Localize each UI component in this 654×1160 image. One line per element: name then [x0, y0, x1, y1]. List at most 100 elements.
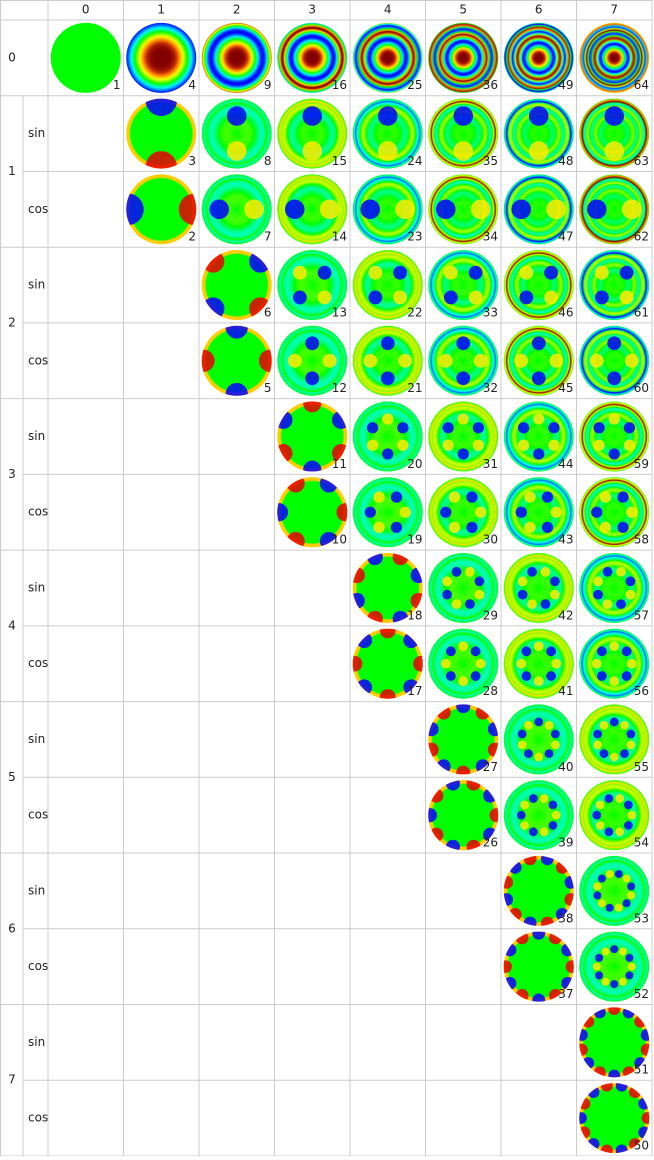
- subrow-label: sin: [28, 126, 45, 140]
- lobe: [521, 671, 532, 681]
- cell-number: 36: [483, 78, 498, 92]
- lobe: [544, 265, 559, 280]
- zernike-disc: [428, 401, 499, 472]
- zernike-disc: [428, 628, 499, 699]
- zernike-disc: [579, 628, 650, 699]
- zernike-lobes: [591, 491, 638, 534]
- zernike-disc: [503, 628, 574, 699]
- lobe: [393, 290, 408, 305]
- cell-number: 9: [264, 78, 272, 92]
- zernike-cell: [503, 628, 574, 699]
- zernike-cell: [352, 174, 423, 245]
- zernike-disc: [503, 98, 574, 169]
- lobe: [470, 671, 481, 681]
- zernike-lobes: [287, 336, 337, 386]
- zernike-disc: [201, 22, 272, 93]
- lobe: [436, 705, 451, 720]
- lobe: [609, 717, 619, 727]
- zernike-disc: [428, 704, 499, 775]
- subrow-label: sin: [28, 732, 45, 746]
- lobe: [561, 943, 574, 957]
- lobe: [608, 448, 620, 460]
- lobe: [352, 655, 363, 672]
- cell-number: 57: [634, 608, 649, 622]
- lobe: [532, 993, 546, 1002]
- lobe: [539, 794, 549, 803]
- lobe: [516, 810, 526, 820]
- lobe: [456, 704, 471, 714]
- lobe: [458, 676, 469, 687]
- lobe: [466, 521, 478, 534]
- lobe: [503, 875, 514, 889]
- zernike-cell: [201, 250, 272, 321]
- zernike-disc: [503, 704, 574, 775]
- zernike-cell: [201, 22, 272, 93]
- lobe: [608, 413, 620, 425]
- lobe: [474, 589, 485, 600]
- cell-number: 48: [558, 154, 573, 168]
- column-header: 5: [459, 3, 467, 17]
- lobe: [621, 646, 632, 657]
- lobe: [428, 742, 439, 757]
- lobe: [539, 827, 549, 837]
- zernike-disc: [503, 855, 574, 926]
- zernike-cell: [428, 250, 499, 321]
- lobe: [533, 641, 544, 652]
- lobe: [456, 371, 471, 386]
- zernike-disc: [503, 477, 574, 548]
- zernike-disc: [503, 780, 574, 851]
- lobe: [286, 531, 305, 548]
- subrow-label: cos: [28, 808, 48, 822]
- zernike-cell: [50, 22, 121, 93]
- lobe: [277, 410, 293, 429]
- lobe: [564, 875, 574, 889]
- lobe: [468, 290, 483, 305]
- subrow-label: sin: [28, 883, 45, 897]
- lobe: [305, 371, 320, 386]
- lobe: [442, 576, 452, 587]
- lobe: [517, 729, 527, 739]
- lobe: [527, 566, 537, 577]
- zernike-lobes: [145, 98, 177, 169]
- zernike-lobes: [604, 106, 625, 161]
- lobe: [209, 199, 230, 220]
- zernike-lobes: [453, 106, 474, 161]
- lobe: [615, 827, 625, 837]
- lobe: [145, 151, 177, 169]
- lobe: [597, 899, 606, 908]
- zernike-cell: [352, 401, 423, 472]
- lobe: [622, 899, 631, 908]
- lobe: [373, 521, 385, 534]
- lobe: [528, 794, 538, 803]
- lobe: [398, 353, 413, 368]
- zernike-lobes: [366, 413, 409, 460]
- lobe: [438, 353, 453, 368]
- zernike-disc: [201, 98, 272, 169]
- zernike-cell: [126, 174, 197, 245]
- cell-number: 22: [407, 305, 422, 319]
- lobe: [548, 821, 558, 830]
- lobe: [587, 1138, 600, 1151]
- lobe: [520, 800, 529, 810]
- lobe: [615, 1144, 628, 1154]
- lobe: [595, 800, 605, 810]
- lobe: [593, 740, 602, 750]
- zernike-lobes: [517, 413, 560, 460]
- zernike-cell: [352, 250, 423, 321]
- zernike-lobes: [592, 945, 636, 989]
- lobe: [287, 353, 302, 368]
- zernike-disc: [428, 325, 499, 396]
- cell-number: 30: [483, 533, 498, 547]
- zernike-cell: [201, 98, 272, 169]
- lobe: [540, 599, 551, 610]
- lobe: [331, 410, 348, 429]
- lobe: [468, 265, 483, 280]
- lobe: [303, 460, 322, 472]
- zernike-disc: [277, 22, 348, 93]
- zernike-disc: [277, 98, 348, 169]
- lobe: [579, 1043, 588, 1056]
- zernike-cell: [126, 22, 197, 93]
- cell-number: 56: [634, 684, 649, 698]
- zernike-cell: [428, 552, 499, 623]
- lobe: [589, 353, 604, 368]
